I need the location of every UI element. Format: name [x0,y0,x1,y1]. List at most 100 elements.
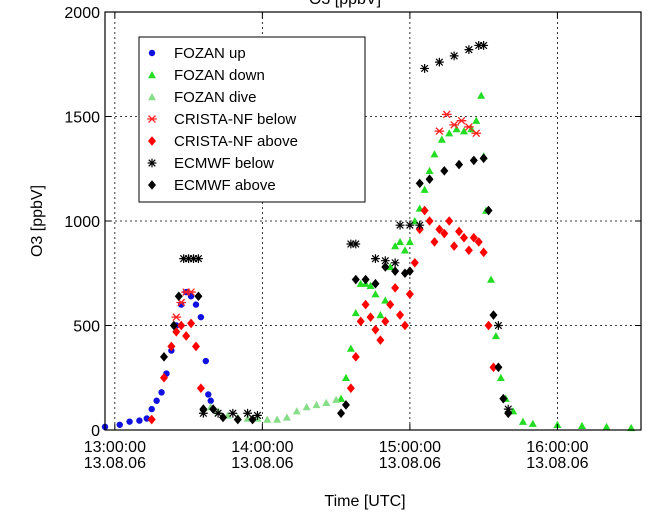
legend-marker [147,158,157,168]
data-point [228,408,238,418]
data-point [474,41,484,50]
data-point [420,185,429,193]
data-point [445,216,454,226]
data-point [440,228,449,239]
x-tick-date-label: 13.08.06 [379,455,441,472]
data-point [197,313,205,321]
data-point [361,299,370,310]
data-point [391,283,400,293]
ticks [105,11,641,431]
data-point [205,391,212,398]
legend-item: CRISTA-NF above [148,133,298,150]
x-tick-label: 13:00:00 [84,439,146,456]
legend-marker [148,136,156,146]
legend-item: FOZAN up [148,45,246,62]
legend-label: CRISTA-NF below [174,111,296,128]
x-tick-labels: 13:00:0013.08.0614:00:0013.08.0615:00:00… [84,439,589,472]
data-point [602,422,611,431]
data-point [464,245,473,256]
data-point [504,408,513,419]
data-point [450,241,459,251]
data-point [479,153,488,164]
data-point [479,41,489,50]
data-point [171,313,182,321]
data-point [169,320,178,331]
legend-item: FOZAN down [148,67,265,84]
data-point [371,278,380,289]
data-point [386,262,395,271]
data-point [322,398,331,407]
y-tick-labels: 0 500 1000 1500 2000 [64,5,100,440]
data-point [405,237,414,246]
data-point [366,312,375,322]
series-0 [101,288,214,431]
data-point [356,316,365,327]
data-point [386,299,395,310]
data-point [469,232,478,243]
data-point [219,412,228,423]
data-point [243,408,253,418]
data-point [174,291,183,302]
data-point [484,205,493,216]
data-point [337,408,346,419]
data-point [371,324,380,335]
data-point [440,166,449,176]
data-point [627,423,636,432]
data-point [341,400,350,410]
data-point [396,237,405,246]
data-point [346,239,356,249]
data-point [479,247,488,258]
y-tick-label: 2000 [64,5,100,22]
data-point [282,413,291,421]
data-point [199,404,208,414]
data-point [167,341,176,352]
data-point [464,45,474,55]
y-axis-label: O3 [ppbV] [29,185,46,257]
x-tick-label: 14:00:00 [231,439,293,456]
data-point [425,166,434,175]
data-point [332,395,341,403]
legend-marker [148,93,156,101]
data-point [263,415,272,423]
data-point [213,408,223,418]
data-point [202,357,210,365]
data-point [376,311,385,319]
legend-marker [147,115,157,123]
data-point [430,150,439,158]
data-point [346,383,355,393]
data-point [126,418,133,425]
data-point [366,281,375,289]
series-4 [147,205,498,425]
data-point [435,224,444,235]
data-point [415,178,424,189]
data-point [312,400,321,409]
data-point [449,121,459,129]
data-point [395,220,405,230]
data-point [292,407,301,415]
data-point [420,64,430,73]
data-point [484,320,493,331]
data-point [116,421,123,428]
data-point [396,310,405,320]
data-point [273,415,282,423]
data-point [400,320,409,331]
data-point [177,320,186,331]
legend-marker [148,71,156,79]
data-point [351,274,360,285]
data-point [499,393,508,404]
data-point [494,362,503,373]
data-point [391,266,400,276]
data-point [248,414,257,425]
data-point [425,174,434,184]
series-2 [206,395,341,423]
data-point [187,318,196,329]
data-point [400,246,409,254]
legend-box [138,36,366,203]
x-tick-date-label: 13.08.06 [231,455,293,472]
data-point [456,116,467,125]
data-point [191,341,200,352]
data-point [434,57,444,67]
x-axis-label: Time [UTC] [324,493,405,510]
data-point [302,403,311,411]
data-point [381,316,390,327]
